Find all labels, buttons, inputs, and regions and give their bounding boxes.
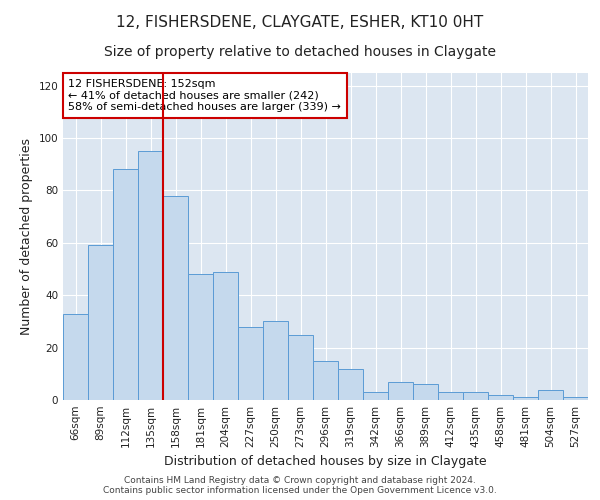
Bar (338, 368, 363, 400)
Text: 12 FISHERSDENE: 152sqm
← 41% of detached houses are smaller (242)
58% of semi-de: 12 FISHERSDENE: 152sqm ← 41% of detached… (68, 79, 341, 112)
Bar (263, 322, 288, 400)
Bar (488, 395, 513, 400)
Bar (288, 334, 313, 400)
X-axis label: Distribution of detached houses by size in Claygate: Distribution of detached houses by size … (164, 456, 487, 468)
Bar (63, 314, 88, 400)
Text: Contains HM Land Registry data © Crown copyright and database right 2024.
Contai: Contains HM Land Registry data © Crown c… (103, 476, 497, 495)
Bar (163, 196, 188, 400)
Bar (363, 392, 388, 400)
Bar (88, 246, 113, 400)
Bar (388, 382, 413, 400)
Y-axis label: Number of detached properties: Number of detached properties (20, 138, 33, 335)
Bar (463, 392, 488, 400)
Bar (313, 360, 338, 400)
Bar (438, 392, 463, 400)
Bar (238, 326, 263, 400)
Text: Size of property relative to detached houses in Claygate: Size of property relative to detached ho… (104, 45, 496, 59)
Bar (413, 384, 438, 400)
Bar (113, 170, 138, 400)
Bar (538, 390, 563, 400)
Bar (513, 398, 538, 400)
Bar (213, 272, 238, 400)
Bar (188, 274, 213, 400)
Text: 12, FISHERSDENE, CLAYGATE, ESHER, KT10 0HT: 12, FISHERSDENE, CLAYGATE, ESHER, KT10 0… (116, 15, 484, 30)
Bar (138, 151, 163, 400)
Bar (563, 398, 588, 400)
